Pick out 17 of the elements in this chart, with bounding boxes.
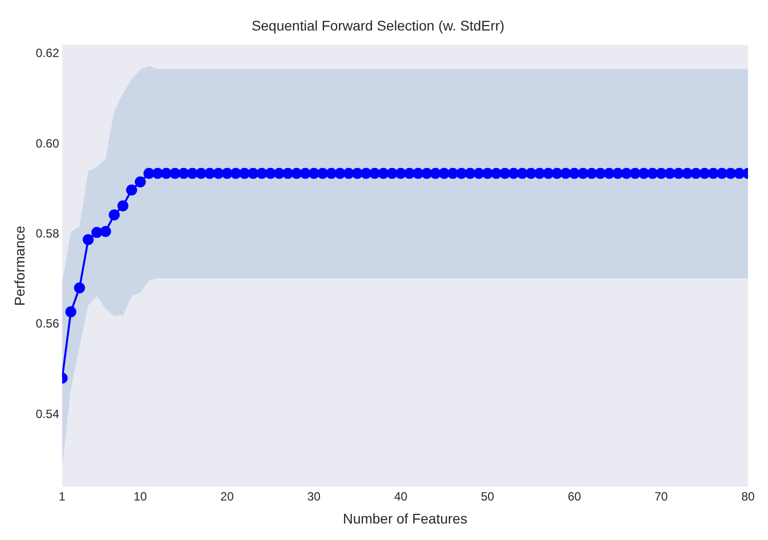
y-tick-label: 0.62	[36, 46, 60, 60]
x-tick-label: 20	[220, 489, 234, 504]
x-tick-label: 30	[307, 489, 321, 504]
x-tick-label: 1	[58, 489, 66, 504]
y-tick-label: 0.58	[36, 226, 60, 241]
x-tick-label: 50	[480, 489, 495, 504]
x-tick-label: 60	[568, 489, 582, 504]
y-tick-label: 0.56	[36, 316, 60, 331]
y-axis-title: Performance	[11, 226, 28, 306]
x-tick-label: 40	[394, 489, 408, 504]
x-tick-label: 80	[741, 489, 755, 504]
chart-title: Sequential Forward Selection (w. StdErr)	[252, 17, 504, 34]
x-tick-label: 10	[134, 489, 148, 504]
y-tick-label: 0.54	[36, 406, 60, 421]
y-tick-label: 0.60	[36, 136, 60, 150]
x-tick-label: 70	[654, 489, 668, 504]
x-axis-title: Number of Features	[342, 510, 468, 526]
